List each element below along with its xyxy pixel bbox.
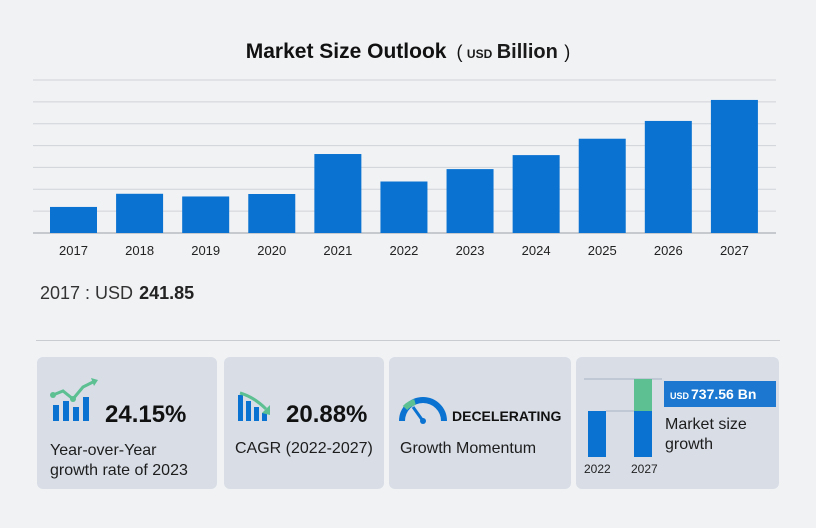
x-tick-label: 2022 xyxy=(389,243,418,258)
x-tick-label: 2017 xyxy=(59,243,88,258)
x-tick-label: 2025 xyxy=(588,243,617,258)
base-year-label: 2017 : USD xyxy=(40,283,134,303)
mini-bar-end-growth xyxy=(634,379,652,411)
bars xyxy=(50,99,758,233)
bar-2020 xyxy=(248,193,296,233)
market-size-desc-line2: growth xyxy=(665,436,714,453)
chart-title: Market Size Outlook ( USD Billion ) xyxy=(0,40,816,64)
mini-year-start: 2022 xyxy=(584,462,611,476)
bar-chart: 2017 2018 2019 2020 2021 2022 2023 2024 2025 2026… xyxy=(33,79,776,258)
momentum-value: DECELERATING xyxy=(452,408,562,424)
yoy-desc-line2: growth rate of 2023 xyxy=(50,462,188,479)
x-tick-label: 2020 xyxy=(257,243,286,258)
growth-momentum-card: DECELERATING Growth Momentum xyxy=(389,357,571,489)
bar-2019 xyxy=(182,196,230,233)
bar-2023 xyxy=(446,169,494,233)
cagr-value: 20.88% xyxy=(286,401,368,428)
momentum-description: Growth Momentum xyxy=(400,440,537,457)
yoy-desc-line1: Year-over-Year xyxy=(50,442,157,459)
chart-title-main: Market Size Outlook xyxy=(245,40,447,63)
bar-2018 xyxy=(116,193,164,233)
title-unit: Billion xyxy=(496,41,558,63)
bar-2027 xyxy=(710,99,758,233)
yoy-value: 24.15% xyxy=(105,401,187,428)
mini-year-end: 2027 xyxy=(631,462,658,476)
speedometer-icon xyxy=(399,397,447,424)
bar-2026 xyxy=(644,120,692,233)
bar-2021 xyxy=(314,154,362,233)
mini-bar-start xyxy=(588,411,606,457)
bar-2022 xyxy=(380,181,428,233)
x-tick-label: 2023 xyxy=(456,243,485,258)
cagr-card: 20.88% CAGR (2022-2027) xyxy=(224,357,384,489)
growth-chart-icon xyxy=(50,378,98,421)
bar-2017 xyxy=(50,206,97,233)
yoy-description: Year-over-Year growth rate of 2023 xyxy=(50,441,188,481)
market-size-badge: USD 737.56 Bn xyxy=(664,381,776,407)
market-size-value: 737.56 Bn xyxy=(691,386,757,402)
market-size-mini-chart xyxy=(584,378,662,457)
cagr-description: CAGR (2022-2027) xyxy=(235,440,373,457)
market-size-desc-line1: Market size xyxy=(665,416,747,433)
title-close-paren: ) xyxy=(564,42,571,62)
x-tick-label: 2024 xyxy=(522,243,551,258)
bar-2025 xyxy=(578,138,626,233)
market-size-growth-card: 2022 2027 USD 737.56 Bn Market size growt… xyxy=(576,357,779,489)
x-tick-label: 2019 xyxy=(191,243,220,258)
mini-bar-end-base xyxy=(634,411,652,457)
base-year-value: 2017 : USD 241.85 xyxy=(40,283,194,304)
x-axis-ticks: 2017 2018 2019 2020 2021 2022 2023 2024 2025 2026… xyxy=(59,243,749,258)
section-divider xyxy=(36,340,780,341)
yoy-growth-card: 24.15% Year-over-Year growth rate of 202… xyxy=(37,357,217,489)
base-year-number: 241.85 xyxy=(139,283,195,303)
x-tick-label: 2026 xyxy=(654,243,683,258)
title-open-paren: ( xyxy=(456,42,463,62)
declining-chart-icon xyxy=(238,391,270,421)
market-size-currency: USD xyxy=(670,391,690,401)
x-tick-label: 2021 xyxy=(323,243,352,258)
title-currency: USD xyxy=(466,47,493,61)
x-tick-label: 2018 xyxy=(125,243,154,258)
x-tick-label: 2027 xyxy=(720,243,749,258)
bar-2024 xyxy=(512,155,560,233)
market-size-description: Market size growth xyxy=(665,415,747,455)
